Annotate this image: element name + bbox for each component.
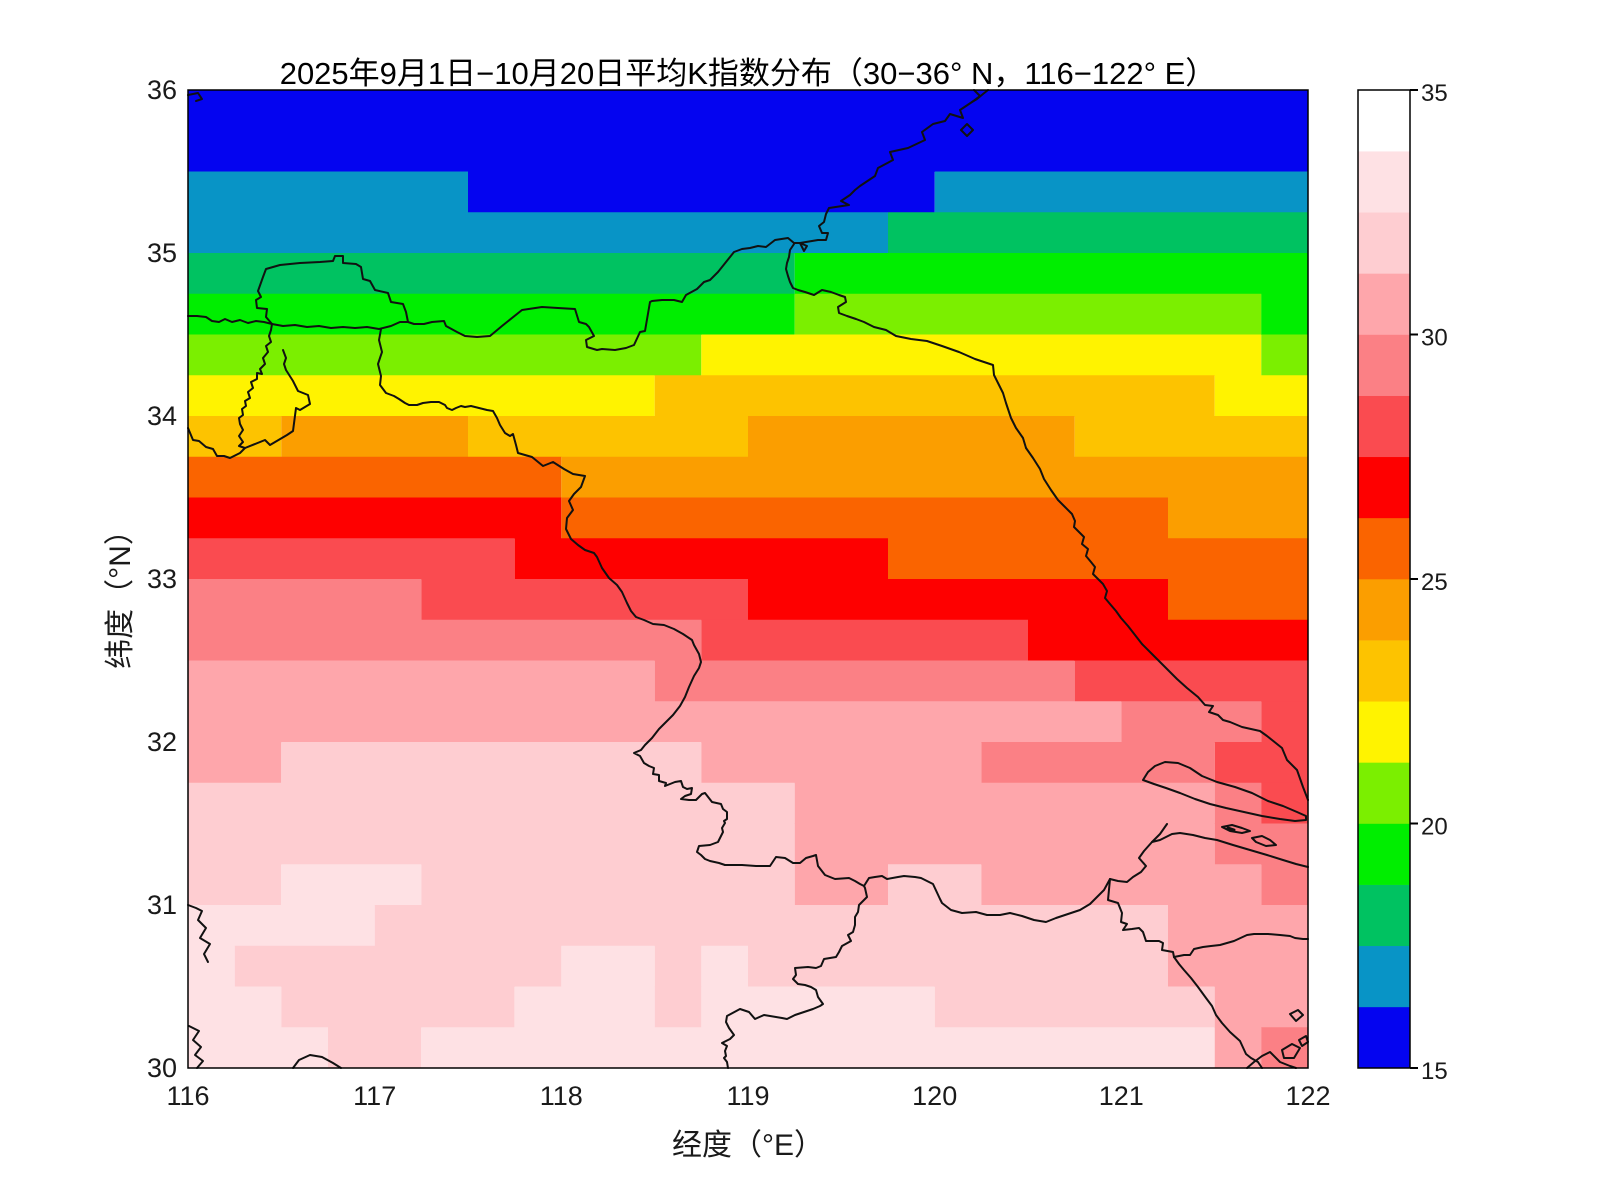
svg-text:118: 118 (540, 1081, 583, 1111)
svg-text:34: 34 (147, 401, 177, 431)
svg-text:2025年9月1日−10月20日平均K指数分布（30−36°: 2025年9月1日−10月20日平均K指数分布（30−36° N，116−122… (280, 56, 1217, 91)
svg-text:31: 31 (147, 890, 177, 920)
svg-text:33: 33 (147, 564, 177, 594)
svg-text:30: 30 (147, 1053, 177, 1083)
svg-text:35: 35 (147, 238, 177, 268)
svg-text:20: 20 (1421, 814, 1448, 841)
svg-text:120: 120 (912, 1081, 957, 1111)
svg-text:25: 25 (1421, 569, 1448, 596)
svg-text:15: 15 (1421, 1058, 1448, 1085)
svg-text:116: 116 (166, 1081, 209, 1111)
svg-text:35: 35 (1421, 80, 1448, 107)
svg-text:119: 119 (726, 1081, 769, 1111)
svg-text:32: 32 (147, 727, 177, 757)
svg-text:117: 117 (353, 1081, 396, 1111)
svg-text:121: 121 (1099, 1081, 1144, 1111)
svg-text:纬度（°N）: 纬度（°N） (104, 515, 137, 669)
svg-text:30: 30 (1421, 325, 1448, 352)
svg-text:36: 36 (147, 75, 177, 105)
svg-text:经度（°E）: 经度（°E） (672, 1129, 824, 1162)
svg-text:122: 122 (1285, 1081, 1330, 1111)
